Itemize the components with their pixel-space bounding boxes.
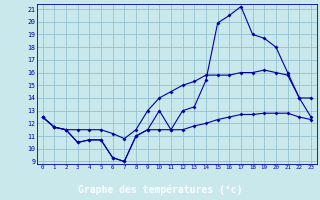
Text: Graphe des températures (°c): Graphe des températures (°c) bbox=[78, 184, 242, 195]
